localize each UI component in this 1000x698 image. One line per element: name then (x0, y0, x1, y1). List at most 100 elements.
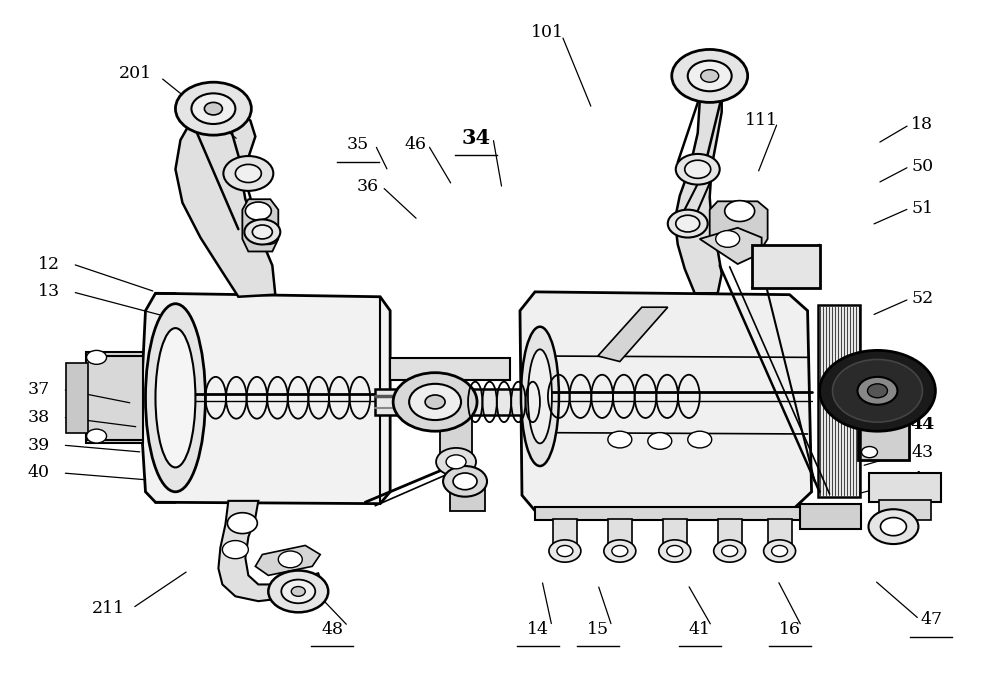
Bar (535, 507, 818, 520)
Text: 40: 40 (28, 464, 50, 482)
Circle shape (685, 161, 711, 178)
Circle shape (425, 395, 445, 409)
Bar (66, 363, 88, 433)
Bar (553, 519, 577, 545)
Polygon shape (175, 104, 275, 297)
Circle shape (557, 545, 573, 556)
Circle shape (833, 359, 922, 422)
Text: 18: 18 (911, 116, 933, 133)
Circle shape (87, 429, 107, 443)
Circle shape (648, 433, 672, 450)
Text: 14: 14 (527, 621, 549, 637)
Circle shape (409, 384, 461, 420)
Circle shape (688, 61, 732, 91)
Text: 35: 35 (347, 136, 369, 154)
Circle shape (764, 540, 796, 562)
Text: 52: 52 (911, 290, 934, 307)
Circle shape (258, 230, 278, 244)
Text: 50: 50 (911, 158, 933, 175)
Circle shape (549, 540, 581, 562)
Text: 201: 201 (119, 66, 152, 82)
Bar (450, 482, 485, 511)
Polygon shape (141, 293, 390, 504)
Bar (768, 519, 792, 545)
Circle shape (688, 431, 712, 448)
Circle shape (701, 70, 719, 82)
Text: 36: 36 (357, 178, 379, 195)
Bar (752, 244, 820, 288)
Ellipse shape (145, 304, 205, 492)
Bar (718, 519, 742, 545)
Text: 42: 42 (911, 471, 933, 489)
Circle shape (612, 545, 628, 556)
Text: 51: 51 (911, 200, 933, 217)
Circle shape (668, 209, 708, 237)
Circle shape (880, 518, 906, 535)
Circle shape (868, 510, 918, 544)
Circle shape (252, 225, 272, 239)
Circle shape (722, 545, 738, 556)
Circle shape (716, 230, 740, 247)
Text: 46: 46 (404, 136, 426, 154)
Ellipse shape (521, 327, 559, 466)
Bar (869, 473, 941, 503)
Circle shape (714, 540, 746, 562)
Polygon shape (598, 307, 668, 362)
Circle shape (861, 398, 877, 409)
Polygon shape (675, 84, 722, 293)
Circle shape (725, 200, 755, 221)
Circle shape (175, 82, 251, 135)
Text: 43: 43 (911, 444, 933, 461)
Circle shape (453, 473, 477, 490)
Text: 45: 45 (911, 388, 933, 405)
Circle shape (446, 455, 466, 469)
Bar (818, 305, 860, 497)
Text: 101: 101 (531, 24, 564, 40)
Circle shape (268, 570, 328, 612)
Circle shape (443, 466, 487, 497)
Text: 37: 37 (28, 381, 50, 398)
Bar (800, 505, 861, 528)
Circle shape (676, 215, 700, 232)
Polygon shape (255, 545, 320, 575)
Text: 48: 48 (321, 621, 343, 637)
Circle shape (87, 350, 107, 364)
Polygon shape (520, 292, 812, 511)
Circle shape (191, 94, 235, 124)
Circle shape (393, 373, 477, 431)
Text: 38: 38 (28, 409, 50, 426)
Circle shape (608, 431, 632, 448)
Bar (608, 519, 632, 545)
Circle shape (235, 165, 261, 182)
Circle shape (867, 384, 887, 398)
Circle shape (223, 156, 273, 191)
Circle shape (659, 540, 691, 562)
Polygon shape (710, 201, 768, 251)
Circle shape (227, 513, 257, 533)
Circle shape (222, 540, 248, 558)
Circle shape (667, 545, 683, 556)
Bar (440, 415, 472, 455)
Text: 13: 13 (38, 283, 60, 300)
Text: 41: 41 (689, 621, 711, 637)
Circle shape (291, 586, 305, 596)
Text: 111: 111 (745, 112, 778, 129)
Text: 12: 12 (38, 255, 60, 272)
Bar (879, 500, 931, 520)
Bar (663, 519, 687, 545)
Circle shape (436, 448, 476, 476)
Text: 34: 34 (461, 128, 491, 148)
Ellipse shape (528, 349, 552, 443)
Text: 44: 44 (910, 416, 935, 433)
Text: 47: 47 (920, 611, 942, 628)
Circle shape (604, 540, 636, 562)
Circle shape (281, 579, 315, 603)
Circle shape (858, 377, 897, 405)
Bar (390, 358, 510, 380)
Ellipse shape (155, 328, 195, 468)
Polygon shape (218, 501, 322, 601)
Circle shape (820, 350, 935, 431)
Text: 211: 211 (92, 600, 125, 616)
Circle shape (244, 219, 280, 244)
Text: 15: 15 (587, 621, 609, 637)
